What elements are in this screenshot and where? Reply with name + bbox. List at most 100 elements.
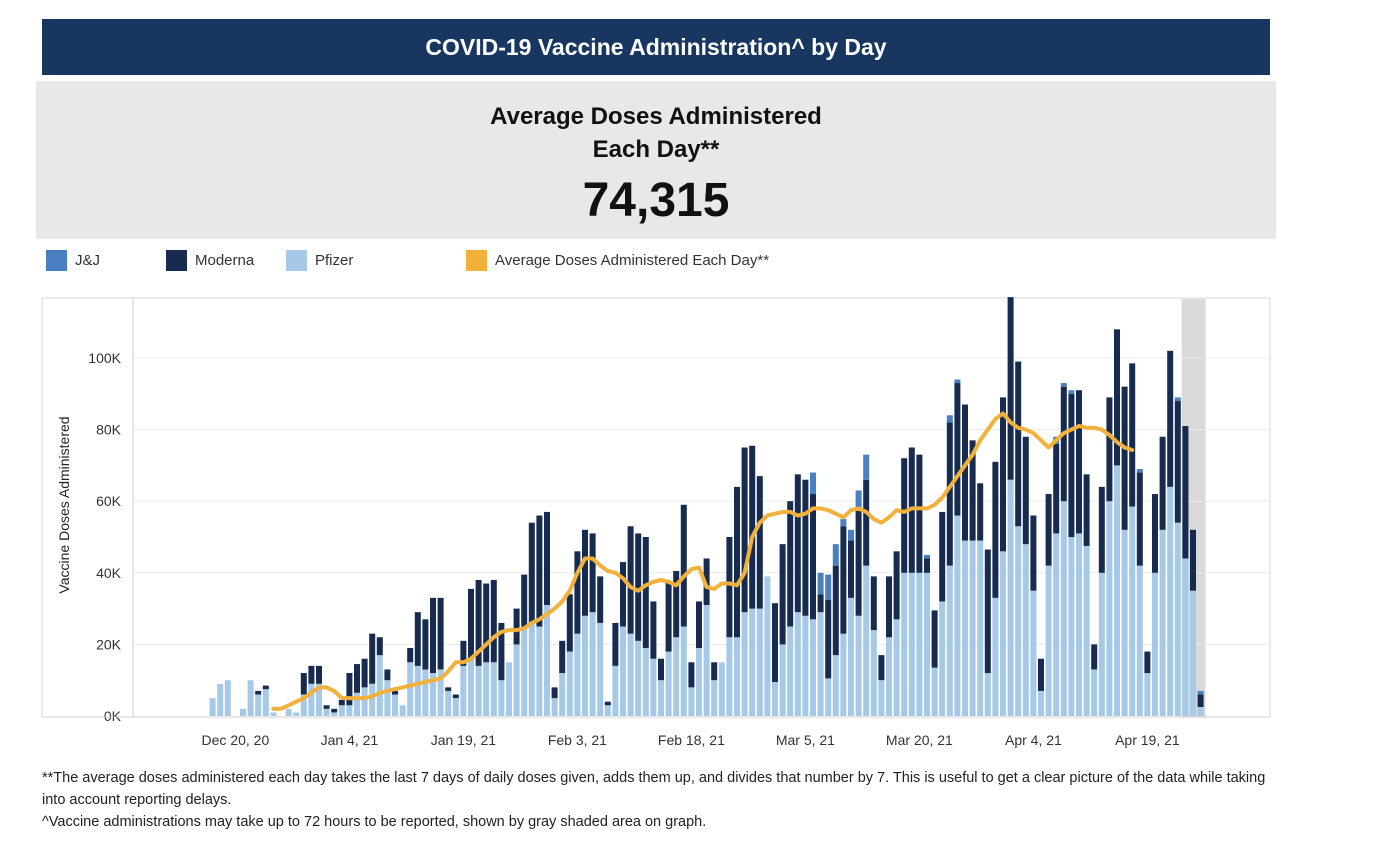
bar-moderna	[300, 673, 307, 695]
legend-label-average: Average Doses Administered Each Day**	[495, 252, 770, 269]
bar-moderna	[984, 549, 991, 674]
bar-pfizer	[293, 712, 300, 716]
bar-pfizer	[323, 708, 330, 716]
bar-pfizer	[217, 683, 224, 716]
bar-pfizer	[528, 622, 535, 716]
bar-moderna	[931, 610, 938, 668]
bar-jj	[855, 490, 862, 509]
bar-pfizer	[361, 687, 368, 716]
bar-pfizer	[506, 662, 512, 716]
bar-moderna	[407, 647, 414, 663]
bar-pfizer	[262, 689, 269, 716]
bar-moderna	[338, 699, 345, 706]
bar-pfizer	[612, 665, 619, 716]
bar-pfizer	[521, 626, 528, 716]
bar-moderna	[840, 526, 847, 634]
bar-moderna	[673, 571, 680, 638]
y-tick-label: 40K	[96, 565, 122, 581]
x-tick-label: Dec 20, 20	[202, 732, 270, 748]
bar-moderna	[551, 687, 558, 699]
bar-pfizer	[848, 597, 854, 716]
bar-moderna	[1068, 393, 1075, 537]
bar-pfizer	[582, 615, 588, 716]
bar-moderna	[1152, 494, 1158, 573]
legend-item-jj[interactable]: J&J	[46, 250, 100, 271]
bar-moderna	[1114, 329, 1120, 466]
bar-pfizer	[1152, 572, 1158, 716]
bar-pfizer	[460, 665, 467, 716]
bar-pfizer	[331, 712, 338, 716]
bar-pfizer	[908, 572, 915, 716]
bar-jj	[1174, 397, 1181, 401]
bar-jj	[832, 544, 839, 566]
bar-jj	[817, 572, 824, 595]
bar-pfizer	[916, 572, 923, 716]
page-title: COVID-19 Vaccine Administration^ by Day	[425, 33, 887, 60]
legend-item-average[interactable]: Average Doses Administered Each Day**	[466, 250, 769, 271]
bar-pfizer	[430, 673, 436, 716]
bar-pfizer	[711, 680, 718, 716]
bar-pfizer	[1045, 565, 1052, 716]
bar-pfizer	[734, 637, 740, 716]
bar-moderna	[924, 558, 930, 573]
bar-moderna	[1106, 397, 1113, 502]
legend-label-moderna: Moderna	[195, 252, 255, 269]
bar-pfizer	[802, 615, 809, 716]
bar-moderna	[749, 445, 756, 609]
bar-moderna	[969, 440, 976, 541]
bar-pfizer	[901, 572, 908, 716]
legend-item-pfizer[interactable]: Pfizer	[286, 250, 353, 271]
bar-moderna	[308, 665, 315, 684]
bar-moderna	[1007, 297, 1014, 480]
y-tick-label: 20K	[96, 636, 122, 652]
vaccine-chart: 0K 20K 40K 60K 80K 100K Vaccine Doses Administ…	[41, 297, 1271, 748]
bar-moderna	[597, 576, 604, 623]
bar-moderna	[1076, 390, 1082, 534]
bar-pfizer	[627, 633, 634, 716]
bar-moderna	[810, 494, 816, 620]
bar-moderna	[802, 479, 809, 616]
bar-moderna	[1136, 472, 1143, 566]
bar-pfizer	[1129, 506, 1136, 716]
bar-jj	[1197, 690, 1204, 695]
bar-moderna	[734, 486, 740, 638]
bar-moderna	[1197, 694, 1204, 708]
bar-pfizer	[1182, 558, 1189, 716]
bar-jj	[954, 379, 961, 384]
bar-moderna	[1000, 397, 1006, 552]
bar-moderna	[528, 522, 535, 623]
bar-pfizer	[498, 680, 505, 716]
bar-moderna	[787, 501, 794, 627]
bar-jj	[1060, 383, 1067, 387]
bar-moderna	[521, 574, 528, 627]
bar-pfizer	[658, 680, 664, 716]
bar-moderna	[794, 474, 801, 613]
bar-pfizer	[240, 708, 246, 716]
footnote-average: **The average doses administered each da…	[42, 770, 1266, 808]
bar-pfizer	[1060, 501, 1067, 716]
bar-moderna	[346, 673, 353, 706]
bar-moderna	[483, 583, 490, 663]
x-tick-label: Mar 5, 21	[776, 732, 835, 748]
bar-pfizer	[969, 540, 976, 716]
bar-moderna	[855, 508, 862, 616]
average-line	[271, 411, 1135, 711]
chart-title-bar: COVID-19 Vaccine Administration^ by Day	[42, 19, 1270, 75]
bar-pfizer	[414, 665, 421, 716]
bar-pfizer	[1015, 526, 1022, 716]
bar-moderna	[422, 619, 429, 670]
legend-item-moderna[interactable]: Moderna	[166, 250, 254, 271]
bar-moderna	[954, 383, 961, 516]
bar-pfizer	[1007, 479, 1014, 716]
bar-moderna	[604, 701, 611, 706]
bar-moderna	[863, 479, 870, 566]
bar-pfizer	[376, 655, 383, 716]
bar-pfizer	[696, 647, 702, 716]
bar-moderna	[870, 576, 877, 631]
bar-pfizer	[384, 680, 391, 716]
bar-moderna	[1083, 474, 1090, 546]
bar-pfizer	[597, 622, 604, 716]
footnote-reporting-delay: ^Vaccine administrations may take up to …	[42, 814, 707, 830]
bar-moderna	[962, 404, 968, 541]
bar-moderna	[726, 537, 733, 638]
